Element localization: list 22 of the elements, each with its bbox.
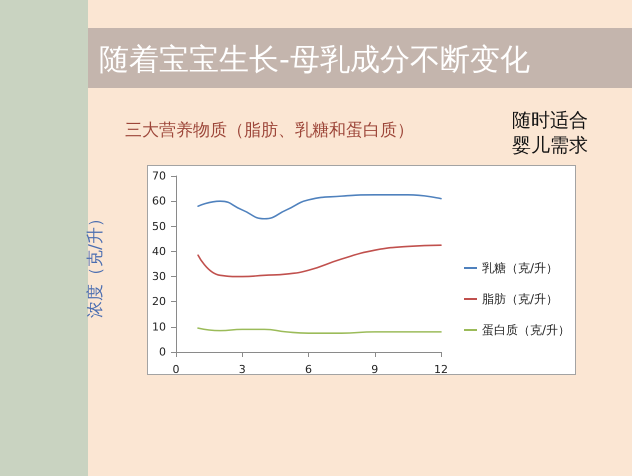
- line-series: [197, 194, 442, 220]
- y-tick-label: 10: [152, 320, 166, 334]
- legend-label: 乳糖（克/升）: [482, 261, 558, 275]
- legend-label: 蛋白质（克/升）: [482, 323, 570, 337]
- y-tick-label: 40: [152, 244, 166, 258]
- y-tick-label: 0: [159, 346, 166, 358]
- text: 随时适合婴儿需求: [512, 110, 588, 156]
- x-tick-label: 9: [371, 363, 378, 376]
- x-tick-label: 12: [434, 363, 448, 376]
- y-tick-label: 70: [152, 170, 166, 182]
- chart-title: 随着宝宝生长-母乳成分不断变化: [99, 42, 530, 78]
- y-tick-label: 20: [152, 295, 166, 308]
- x-tick-label: 3: [238, 363, 246, 376]
- legend-label: 脂肪（克/升）: [482, 292, 558, 306]
- y-tick-label: 50: [152, 220, 166, 233]
- chart-subtitle: 三大营养物质（脂肪、乳糖和蛋白质）: [125, 120, 414, 140]
- line-series: [197, 244, 442, 278]
- x-tick-label: 6: [305, 363, 312, 376]
- y-axis-title: 浓度（克/升）: [86, 210, 106, 318]
- x-tick-label: 0: [172, 363, 180, 376]
- y-tick-label: 60: [152, 194, 166, 208]
- y-tick-label: 30: [152, 270, 166, 284]
